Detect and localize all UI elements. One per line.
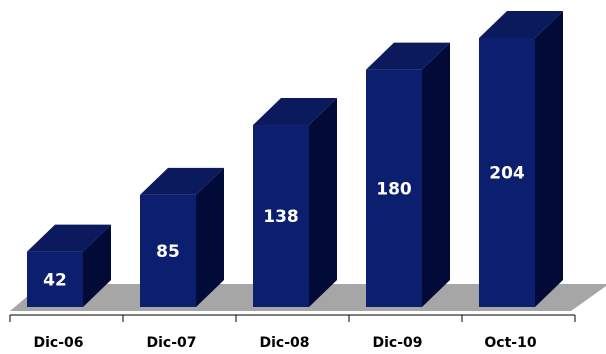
bar-top-face [27, 224, 111, 252]
bars-group: 42 85 138 180 204 [27, 11, 563, 307]
bar-side-face [422, 42, 450, 307]
x-tick-label: Dic-07 [146, 335, 196, 351]
bar-top-face [140, 167, 224, 195]
bar-value-label: 85 [156, 242, 180, 262]
bar-top-face [479, 11, 563, 38]
bar-oct-10: 204 [479, 11, 563, 307]
x-tick-label: Oct-10 [484, 335, 536, 351]
bar-front-face [479, 38, 535, 307]
bar-front-face [140, 194, 196, 307]
x-axis-labels: Dic-06 Dic-07 Dic-08 Dic-09 Oct-10 [33, 335, 536, 351]
x-tick-label: Dic-08 [259, 335, 309, 351]
bar-front-face [253, 125, 309, 307]
x-tick-label: Dic-06 [33, 335, 83, 351]
bar-dic-07: 85 [140, 167, 224, 307]
bar-value-label: 42 [43, 270, 67, 290]
bar-value-label: 180 [376, 179, 412, 199]
x-axis-ticks [9, 315, 576, 322]
bar-dic-09: 180 [366, 42, 450, 307]
bar-dic-08: 138 [253, 98, 337, 307]
bar-top-face [253, 98, 337, 126]
bar-top-face [366, 42, 450, 70]
bar-front-face [27, 251, 83, 307]
x-tick-label: Dic-09 [372, 335, 422, 351]
bar-side-face [196, 167, 224, 307]
bar-front-face [366, 69, 422, 307]
bar-value-label: 204 [489, 164, 525, 184]
bar-side-face [83, 224, 111, 307]
bar-side-face [309, 98, 337, 307]
bar-value-label: 138 [263, 207, 299, 227]
bar-side-face [535, 11, 563, 307]
bar-dic-06: 42 [27, 224, 111, 307]
